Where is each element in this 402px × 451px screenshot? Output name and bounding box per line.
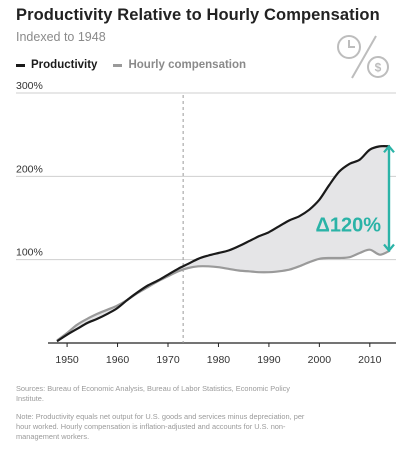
percent-slash-icon [351,35,377,79]
chart-subtitle: Indexed to 1948 [16,30,106,44]
legend-swatch-productivity [16,63,25,67]
legend-item-compensation: Hourly compensation [113,59,246,71]
y-tick-label-100: 100% [16,247,43,259]
legend-label-productivity: Productivity [31,59,98,71]
x-tick-label-2000: 2000 [308,354,332,366]
y-tick-label-200: 200% [16,163,43,175]
clock-percent-dollar-icon: $ [334,34,392,80]
sources-note: Sources: Bureau of Economic Analysis, Bu… [16,384,290,403]
series-line-productivity [56,144,391,343]
gap-area [57,146,390,342]
x-tick-label-1960: 1960 [106,354,130,366]
x-tick-label-1990: 1990 [257,354,281,366]
chart-title: Productivity Relative to Hourly Compensa… [16,6,380,24]
series-line-hourly-compensation [56,248,391,342]
gap-arrow-head-top [383,144,395,154]
gap-arrow-head-bottom [383,243,395,253]
x-tick-label-1970: 1970 [156,354,180,366]
legend-item-productivity: Productivity [16,59,97,71]
clock-icon [337,35,361,59]
gap-annotation-label: Δ120% [315,214,381,236]
legend-swatch-compensation [113,63,123,67]
x-tick-label-2010: 2010 [358,354,382,366]
svg-text:$: $ [375,61,382,75]
legend-label-compensation: Hourly compensation [128,59,247,71]
x-tick-label-1980: 1980 [207,354,231,366]
dollar-coin-icon: $ [367,56,389,78]
x-tick-label-1950: 1950 [55,354,79,366]
methodology-note: Note: Productivity equals net output for… [16,412,305,441]
chart-plot: 100% 200% 300% 1950 1960 1970 1980 1990 2000 2010… [16,80,396,366]
chart-footnotes: Sources: Bureau of Economic Analysis, Bu… [16,384,316,450]
y-tick-label-300: 300% [16,80,43,92]
chart-legend: Productivity Hourly compensation [16,59,262,71]
